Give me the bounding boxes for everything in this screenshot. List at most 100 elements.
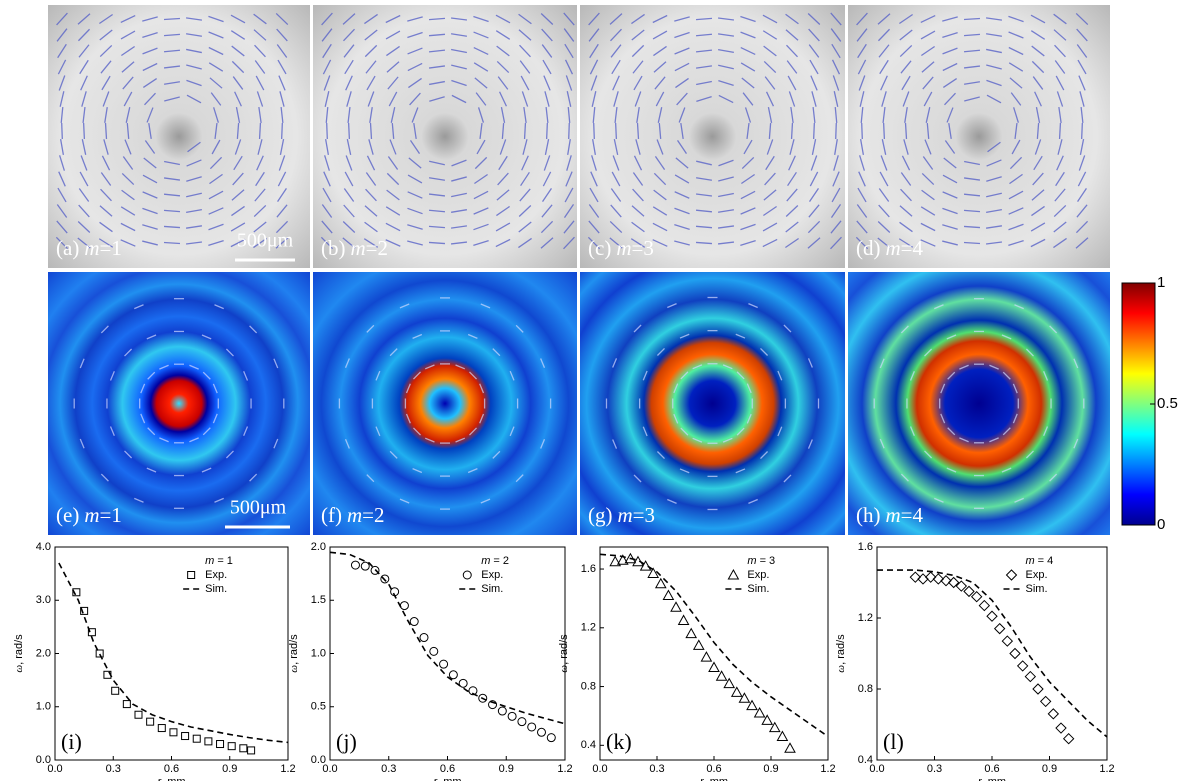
flow-arrow bbox=[473, 15, 489, 23]
sim-line bbox=[599, 553, 829, 738]
flow-arrow bbox=[473, 207, 489, 215]
flow-arrow bbox=[591, 139, 597, 155]
y-tick-label: 0.5 bbox=[311, 701, 326, 713]
flow-arrow bbox=[611, 171, 621, 187]
field-arrow bbox=[140, 383, 146, 394]
x-tick-label: 0.0 bbox=[322, 763, 337, 775]
flow-arrow bbox=[787, 171, 797, 187]
marker bbox=[1032, 683, 1044, 695]
flow-arrow bbox=[473, 240, 489, 246]
flow-arrow bbox=[497, 172, 509, 186]
marker bbox=[685, 627, 698, 639]
field-arrow bbox=[469, 371, 477, 380]
flow-arrow bbox=[589, 187, 599, 203]
flow-arrow bbox=[563, 12, 575, 26]
field-arrow bbox=[934, 497, 944, 503]
flow-arrow bbox=[59, 91, 65, 107]
marker bbox=[409, 617, 419, 627]
flow-arrow bbox=[231, 45, 245, 57]
panel-tag: (d) bbox=[856, 236, 881, 260]
flow-arrow bbox=[103, 139, 109, 155]
legend-label: Sim. bbox=[1026, 583, 1048, 595]
flow-arrow bbox=[321, 12, 333, 26]
flow-arrow bbox=[830, 236, 842, 250]
marker bbox=[448, 670, 458, 680]
flow-arrow bbox=[518, 237, 532, 249]
flow-arrow bbox=[857, 43, 867, 59]
flow-arrow bbox=[256, 91, 264, 107]
flow-arrow bbox=[832, 75, 840, 91]
flow-arrow bbox=[948, 122, 952, 140]
field-arrow bbox=[375, 370, 381, 381]
flow-arrow bbox=[696, 160, 712, 166]
flow-arrow bbox=[695, 209, 713, 213]
flow-arrow bbox=[718, 94, 734, 104]
flow-arrow bbox=[568, 122, 570, 140]
field-arrow bbox=[612, 358, 618, 368]
field-arrow bbox=[212, 413, 218, 424]
marker bbox=[181, 732, 190, 741]
flow-arrow bbox=[275, 220, 289, 234]
flow-arrow bbox=[904, 122, 908, 140]
flow-arrow bbox=[342, 13, 356, 25]
flow-arrow bbox=[142, 174, 158, 184]
flow-arrow bbox=[324, 155, 330, 171]
flow-arrow bbox=[123, 91, 133, 107]
flow-arrow bbox=[496, 60, 510, 74]
field-arrow bbox=[109, 371, 115, 381]
flow-arrow bbox=[963, 193, 981, 197]
marker bbox=[1055, 722, 1067, 734]
y-label-unit: , rad/s bbox=[835, 634, 847, 665]
y-tick-label: 2.0 bbox=[311, 541, 326, 553]
flow-arrow bbox=[56, 220, 68, 234]
legend-label: Sim. bbox=[481, 583, 503, 595]
field-arrow bbox=[900, 473, 909, 482]
panel-tag: (k) bbox=[606, 729, 632, 754]
field-arrow bbox=[146, 467, 157, 473]
flow-arrow bbox=[77, 13, 91, 25]
field-arrow bbox=[667, 498, 677, 504]
marker bbox=[647, 567, 660, 578]
flow-arrow bbox=[986, 208, 1002, 214]
flow-arrow bbox=[882, 122, 886, 140]
field-arrow bbox=[1014, 304, 1024, 310]
flow-arrow bbox=[208, 223, 224, 231]
flow-arrow bbox=[324, 91, 330, 107]
flow-arrow bbox=[807, 237, 821, 249]
flow-arrow bbox=[591, 155, 597, 171]
flow-arrow bbox=[717, 225, 735, 229]
x-label-unit: , mm bbox=[161, 776, 185, 781]
flow-arrow bbox=[653, 61, 667, 73]
y-label-unit: , rad/s bbox=[288, 634, 300, 665]
flow-arrow bbox=[858, 171, 866, 187]
flow-arrow bbox=[879, 171, 889, 187]
flow-arrow bbox=[986, 94, 1002, 104]
flow-arrow bbox=[901, 155, 911, 171]
flow-arrow bbox=[1054, 188, 1066, 202]
flow-arrow bbox=[763, 60, 777, 74]
marker bbox=[1016, 660, 1029, 672]
x-tick-label: 0.6 bbox=[440, 763, 455, 775]
flow-arrow bbox=[56, 28, 68, 42]
flow-arrow bbox=[963, 177, 981, 181]
flow-arrow bbox=[519, 188, 531, 202]
flow-arrow bbox=[428, 209, 446, 213]
flow-arrow bbox=[208, 62, 224, 72]
flow-arrow bbox=[234, 139, 242, 155]
flow-arrow bbox=[163, 209, 181, 213]
flow-arrow bbox=[473, 46, 489, 56]
field-arrow bbox=[399, 498, 410, 504]
field-arrow bbox=[124, 348, 133, 357]
marker bbox=[497, 706, 507, 716]
field-arrow bbox=[424, 437, 435, 443]
flow-arrow bbox=[521, 155, 529, 171]
flow-arrow bbox=[610, 188, 622, 202]
field-arrow bbox=[140, 413, 146, 424]
flow-arrow bbox=[542, 171, 552, 187]
flow-arrow bbox=[144, 140, 156, 154]
flow-arrow bbox=[655, 91, 665, 107]
flow-arrow bbox=[767, 107, 773, 123]
flow-arrow bbox=[900, 172, 912, 186]
field-arrow bbox=[909, 371, 915, 381]
flow-arrow bbox=[743, 139, 753, 155]
